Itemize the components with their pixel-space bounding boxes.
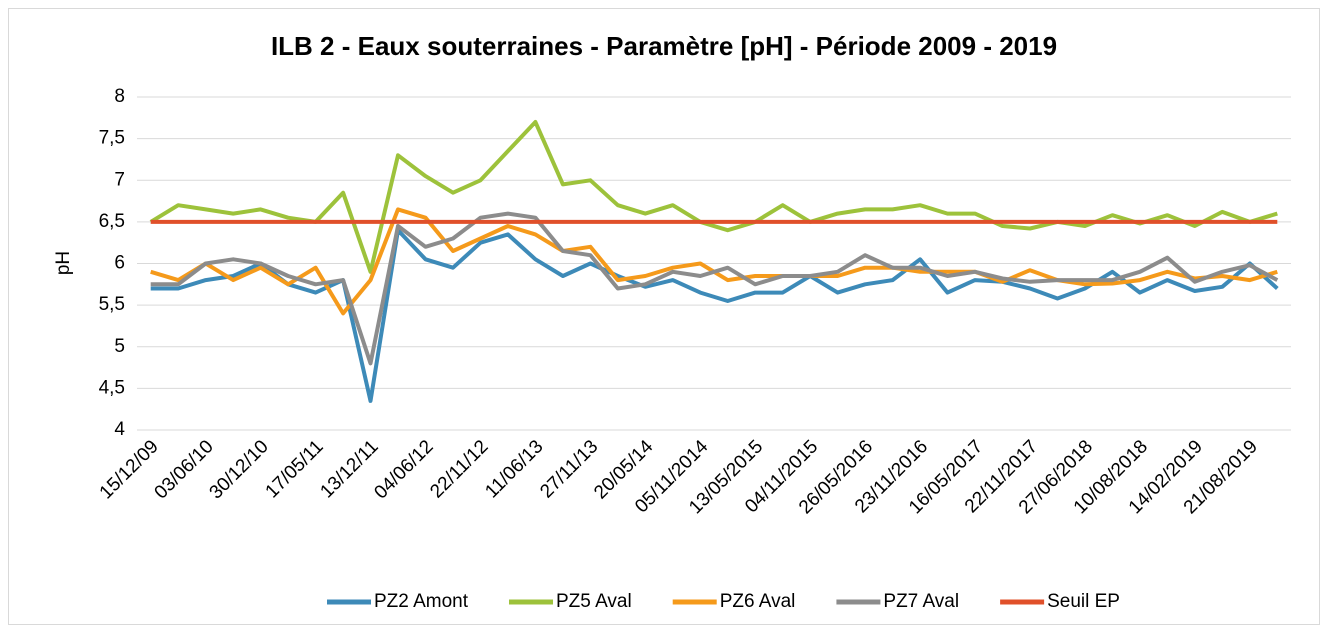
y-tick-label: 6 — [114, 253, 125, 274]
y-tick-label: 5,5 — [99, 294, 125, 315]
line-series — [149, 120, 1278, 274]
legend-label: PZ2 Amont — [374, 591, 469, 612]
y-tick-label: 7,5 — [99, 128, 125, 149]
legend-label: PZ5 Aval — [556, 591, 632, 612]
chart-frame — [8, 8, 1320, 625]
y-tick-label: 8 — [114, 86, 125, 107]
y-tick-label: 7 — [114, 169, 125, 190]
legend-label: PZ7 Aval — [883, 591, 959, 612]
y-tick-label: 4,5 — [99, 377, 125, 398]
legend-label: PZ6 Aval — [720, 591, 796, 612]
chart-title: ILB 2 - Eaux souterraines - Paramètre [p… — [271, 31, 1057, 61]
y-tick-label: 6,5 — [99, 211, 125, 232]
line-series — [150, 211, 1279, 366]
y-axis-label: pH — [53, 251, 74, 275]
legend-label: Seuil EP — [1047, 591, 1120, 612]
y-tick-label: 4 — [114, 419, 125, 440]
y-tick-label: 5 — [114, 336, 125, 357]
